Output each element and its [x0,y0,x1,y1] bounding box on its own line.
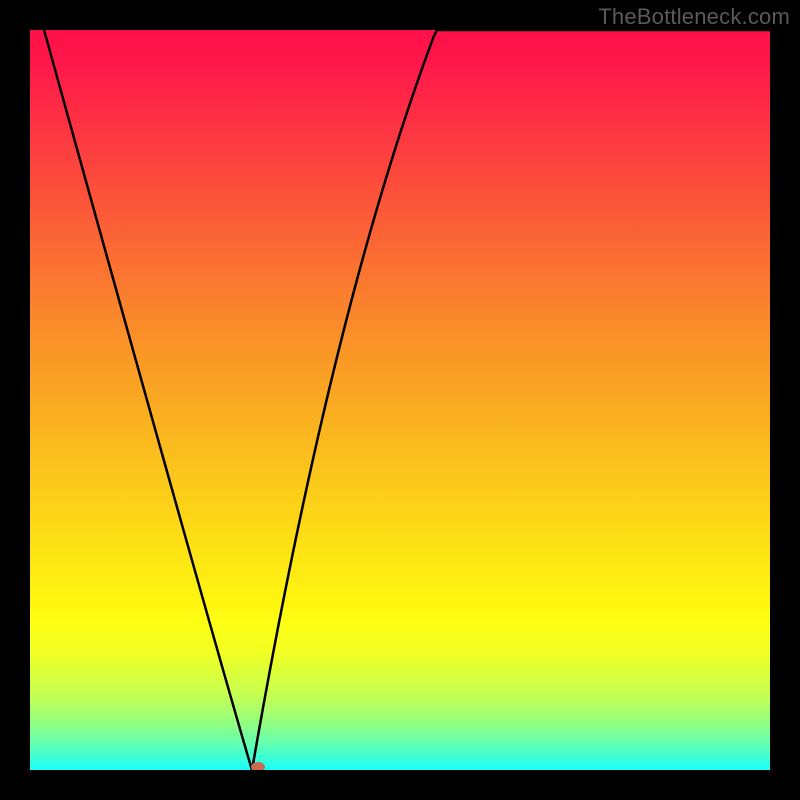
bottleneck-curve [30,30,770,770]
optimal-point-marker [251,762,265,770]
plot-area [30,30,770,770]
watermark-text: TheBottleneck.com [598,4,790,30]
chart-container: TheBottleneck.com [0,0,800,800]
